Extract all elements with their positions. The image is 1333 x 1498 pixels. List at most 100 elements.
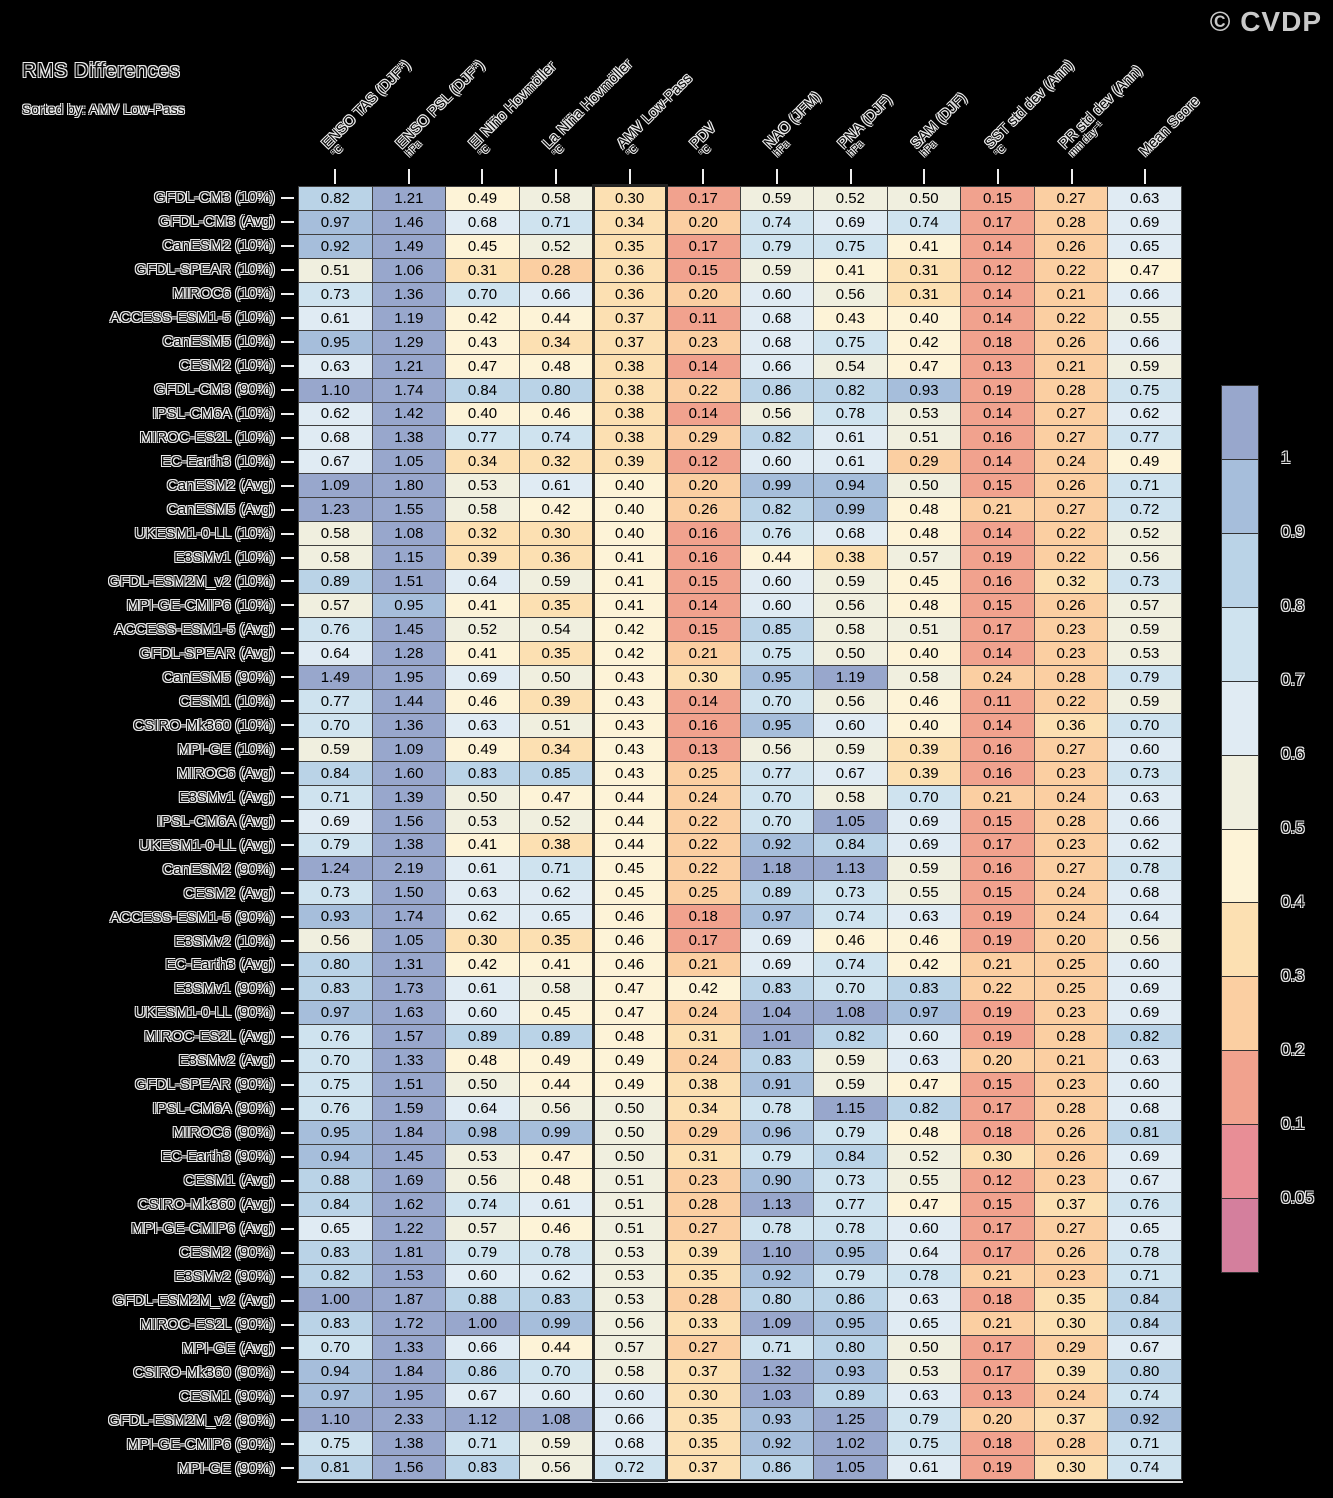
heatmap-cell: 1.38 [372, 426, 447, 451]
heatmap-cell: 0.74 [814, 905, 888, 930]
heatmap-cell: 0.50 [814, 641, 888, 666]
heatmap-cell: 0.53 [446, 1144, 520, 1169]
heatmap-cell: 0.39 [446, 546, 520, 571]
row-label-text: GFDL-SPEAR (90%) [134, 1076, 275, 1094]
heatmap-cell: 0.41 [446, 594, 520, 618]
row-label: CanESM5 (10%) [0, 330, 296, 354]
heatmap-cell: 0.58 [814, 785, 888, 810]
heatmap-cell: 0.24 [666, 1001, 741, 1026]
heatmap-cell: 0.39 [519, 689, 594, 714]
heatmap-cell: 0.51 [887, 618, 962, 642]
heatmap-cell: 0.24 [666, 785, 741, 810]
colorbar-tick-label: 0.2 [1281, 1040, 1305, 1059]
row-tick [281, 1395, 294, 1398]
row-tick [281, 316, 294, 319]
colorbar-tick-label: 1 [1281, 448, 1291, 467]
heatmap-cell: 1.23 [299, 498, 373, 523]
heatmap-cell: 0.73 [299, 881, 373, 906]
heatmap-cell: 1.10 [740, 1240, 815, 1265]
row-label-text: ACCESS-ESM1-5 (10%) [109, 309, 275, 327]
row-tick [281, 412, 294, 415]
heatmap-cell: 0.69 [446, 665, 520, 690]
heatmap-cell: 0.60 [740, 594, 815, 618]
heatmap-cell: 0.46 [446, 689, 520, 714]
column-tick [333, 169, 336, 184]
row-label-text: GFDL-CM3 (10%) [154, 189, 275, 207]
colorbar-tick-label: 0.3 [1281, 966, 1305, 985]
heatmap-cell: 0.63 [1108, 1049, 1182, 1073]
heatmap-cell: 0.94 [299, 1360, 373, 1385]
heatmap-cell: 1.06 [372, 258, 447, 283]
row-tick [281, 1275, 294, 1278]
heatmap-cell: 0.53 [593, 1264, 667, 1289]
heatmap-cell: 0.28 [1034, 210, 1109, 235]
row-tick [281, 604, 294, 607]
row-label-text: GFDL-CM3 (Avg) [158, 213, 275, 231]
heatmap-cell: 1.10 [299, 378, 373, 403]
heatmap-cell: 0.58 [519, 187, 594, 211]
heatmap-cell: 1.38 [372, 833, 447, 858]
heatmap-cell: 0.39 [887, 761, 962, 786]
row-label-text: MPI-GE-CMIP6 (10%) [126, 596, 275, 614]
heatmap-cell: 0.19 [961, 378, 1035, 403]
heatmap-cell: 0.15 [961, 594, 1035, 618]
heatmap-cell: 0.28 [1034, 809, 1109, 834]
heatmap-cell: 0.48 [887, 594, 962, 618]
heatmap-cell: 0.43 [593, 761, 667, 786]
heatmap-cell: 0.38 [519, 833, 594, 858]
heatmap-cell: 0.38 [814, 546, 888, 571]
colorbar-tick-label: 0.05 [1281, 1188, 1315, 1207]
heatmap-cell: 1.09 [299, 474, 373, 499]
heatmap-cell: 0.43 [593, 665, 667, 690]
column-tick [702, 169, 705, 184]
colorbar-block [1222, 459, 1258, 534]
heatmap-cell: 0.34 [666, 1096, 741, 1121]
heatmap-cell: 0.58 [887, 665, 962, 690]
heatmap-cell: 0.63 [887, 1288, 962, 1313]
row-label-text: MPI-GE (Avg) [181, 1339, 275, 1357]
heatmap-cell: 0.31 [666, 1025, 741, 1049]
row-label-text: GFDL-ESM2M_v2 (10%) [108, 572, 275, 590]
heatmap-cell: 0.41 [593, 594, 667, 618]
heatmap-cell: 0.46 [519, 402, 594, 427]
heatmap-cell: 0.26 [1034, 234, 1109, 259]
heatmap-cell: 0.64 [446, 1096, 520, 1121]
heatmap-cell: 0.22 [1034, 306, 1109, 331]
heatmap-cell: 0.30 [519, 522, 594, 547]
heatmap-cell: 0.69 [299, 809, 373, 834]
heatmap-cell: 0.47 [446, 354, 520, 379]
column-header-text: NAO (JFM) hPa [761, 89, 832, 160]
colorbar-block [1222, 386, 1258, 460]
heatmap-cell: 1.10 [299, 1408, 373, 1433]
colorbar-block [1222, 607, 1258, 682]
heatmap-cell: 0.59 [814, 570, 888, 595]
heatmap-cell: 0.19 [961, 1456, 1035, 1480]
colorbar-block [1222, 829, 1258, 904]
heatmap-cell: 0.46 [814, 929, 888, 954]
heatmap-cell: 0.97 [299, 210, 373, 235]
heatmap-cell: 0.27 [1034, 857, 1109, 882]
heatmap-cell: 0.74 [1108, 1456, 1182, 1480]
heatmap-cell: 0.27 [1034, 737, 1109, 762]
heatmap-cell: 0.19 [961, 905, 1035, 930]
heatmap-cell: 0.40 [446, 402, 520, 427]
heatmap-cell: 0.17 [961, 1240, 1035, 1265]
heatmap-cell: 1.25 [814, 1408, 888, 1433]
heatmap-cell: 0.60 [1108, 737, 1182, 762]
row-label-text: IPSL-CM6A (Avg) [156, 812, 275, 830]
heatmap-cell: 0.47 [1108, 258, 1182, 283]
heatmap-cell: 0.59 [814, 737, 888, 762]
heatmap-cell: 0.21 [961, 1264, 1035, 1289]
row-tick [281, 1059, 294, 1062]
heatmap-cell: 0.22 [1034, 522, 1109, 547]
heatmap-cell: 0.58 [299, 546, 373, 571]
heatmap-cell: 0.56 [593, 1312, 667, 1337]
heatmap-cell: 0.46 [593, 929, 667, 954]
heatmap-cell: 0.13 [961, 354, 1035, 379]
heatmap-cell: 0.78 [519, 1240, 594, 1265]
heatmap-cell: 0.92 [740, 1432, 815, 1457]
heatmap-cell: 0.52 [887, 1144, 962, 1169]
heatmap-cell: 0.59 [519, 570, 594, 595]
row-label-text: UKESM1-0-LL (10%) [134, 525, 275, 543]
heatmap-cell: 0.55 [1108, 306, 1182, 331]
